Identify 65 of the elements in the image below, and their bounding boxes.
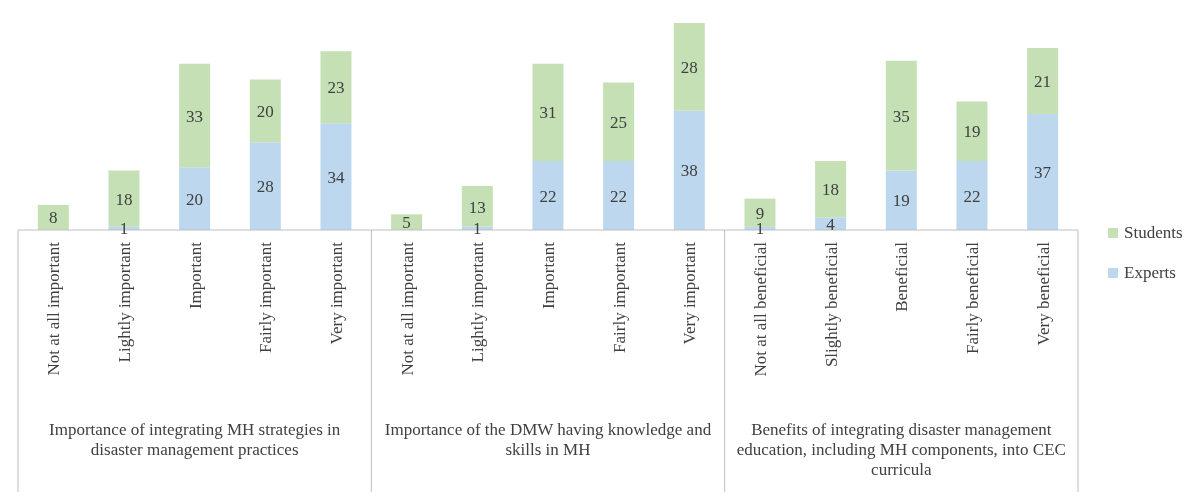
data-label: 1: [473, 219, 482, 239]
data-label: 22: [539, 186, 557, 206]
data-label: 21: [1034, 72, 1052, 92]
bar: [673, 23, 705, 111]
bar: [603, 82, 635, 161]
x-tick-label: Very important: [327, 241, 346, 345]
x-tick-label: Not at all important: [397, 241, 417, 376]
text: Importance of the DMW having knowledge and skills in MH: [383, 420, 713, 460]
bar: [885, 170, 917, 230]
bar: [956, 161, 988, 230]
bar: [885, 60, 917, 171]
data-label: 22: [610, 186, 628, 206]
x-tick-label: Fairly beneficial: [963, 241, 982, 354]
x-tick-label: Important: [185, 241, 205, 310]
data-label: 35: [892, 106, 910, 126]
bar: [815, 161, 847, 218]
data-label: 28: [256, 177, 274, 197]
data-label: 18: [115, 189, 133, 209]
bar: [320, 51, 352, 124]
x-tick-label: Beneficial: [892, 241, 912, 312]
legend-label: Students: [1124, 223, 1183, 243]
x-tick-label: Not at all important: [44, 241, 64, 376]
data-label: 19: [963, 122, 981, 142]
data-label: 37: [1034, 163, 1052, 183]
legend-label: Experts: [1124, 263, 1176, 283]
data-label: 20: [256, 101, 274, 121]
data-label: 22: [963, 186, 981, 206]
x-tick-label: Slightly beneficial: [821, 241, 841, 368]
x-tick-label: Very important: [680, 241, 700, 345]
bar: [956, 101, 988, 161]
bar: [1027, 113, 1059, 230]
data-label: 28: [680, 57, 698, 77]
bar: [603, 161, 635, 230]
data-label: 31: [539, 103, 557, 123]
bar: [673, 110, 705, 230]
data-label: 19: [892, 191, 910, 211]
text: Benefits of integrating disaster management education, including MH components, into CEC curricula: [735, 420, 1067, 480]
bar: [320, 123, 352, 230]
data-label: 5: [402, 213, 411, 233]
data-label: 1: [119, 219, 129, 239]
data-label: 38: [680, 161, 698, 181]
bar: [249, 142, 281, 230]
x-tick-label: Very beneficial: [1033, 241, 1053, 346]
data-label: 4: [826, 214, 836, 234]
x-tick-label: Fairly important: [609, 241, 629, 353]
data-label: 23: [327, 78, 345, 98]
data-label: 25: [610, 112, 628, 132]
bar: [532, 161, 564, 230]
x-tick-label: Important: [539, 241, 558, 310]
x-tick-label: Fairly important: [256, 241, 276, 353]
bar: [532, 63, 564, 161]
data-label: 13: [468, 197, 486, 217]
bar: [249, 79, 281, 143]
bar: [179, 63, 211, 168]
data-label: 18: [822, 180, 840, 200]
data-label: 34: [327, 167, 345, 187]
data-label: 20: [186, 189, 204, 209]
data-label: 8: [49, 208, 58, 228]
x-tick-label: Not at all beneficial: [751, 241, 770, 377]
x-tick-label: Lightly important: [468, 241, 488, 363]
x-tick-label: Lightly important: [115, 241, 134, 363]
bar: [179, 167, 211, 230]
data-label: 33: [186, 106, 204, 126]
bar: [1027, 48, 1059, 114]
text: Importance of integrating MH strategies in disaster management practices: [48, 420, 342, 460]
